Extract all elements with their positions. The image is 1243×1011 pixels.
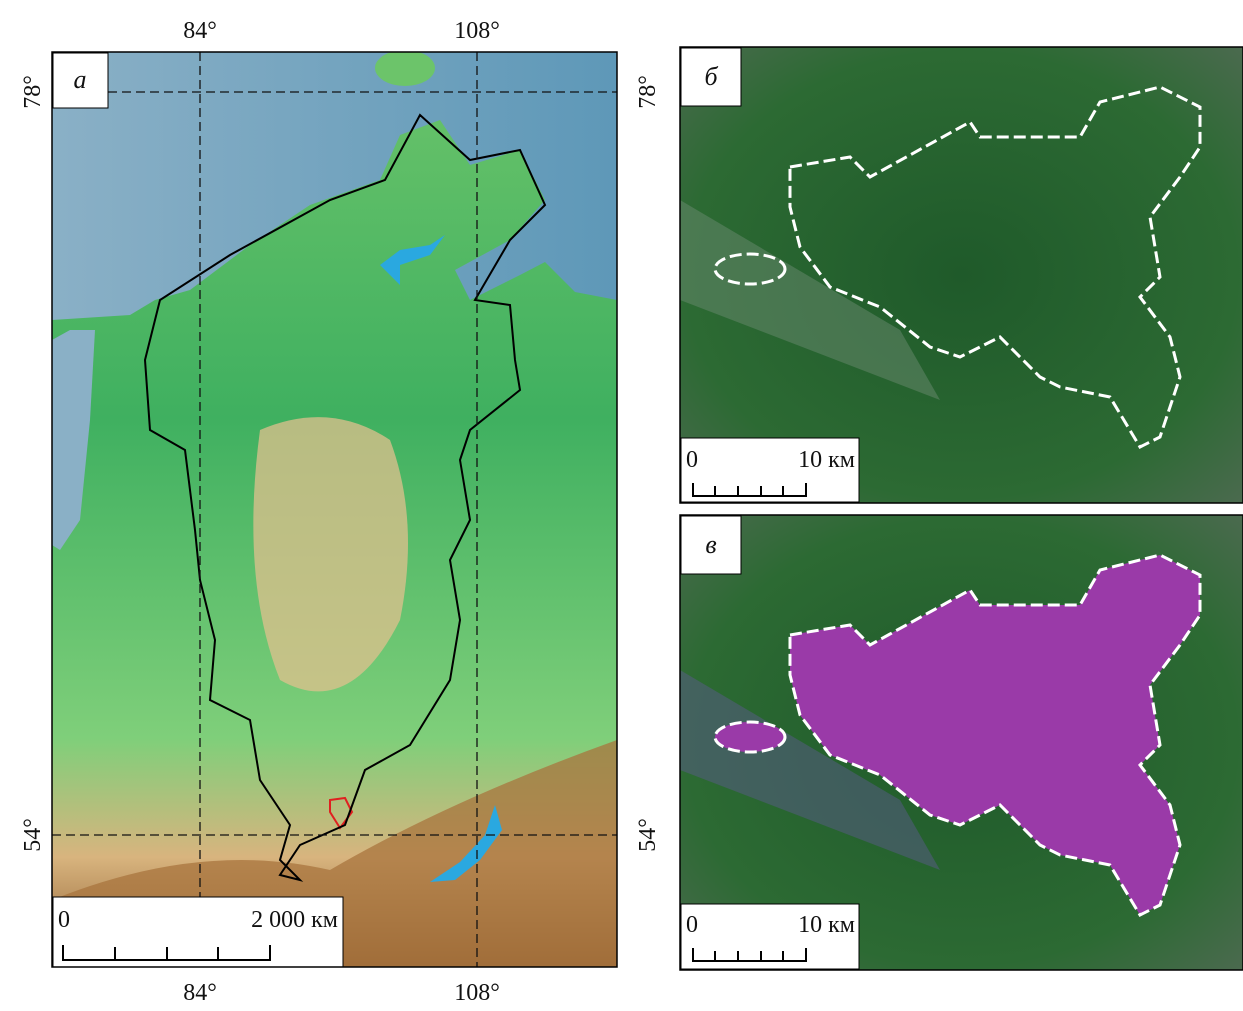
scale-end: 10 км [798,912,855,938]
lon-label: 84° [183,980,217,1006]
lat-label: 78° [20,75,46,109]
lon-label: 108° [454,18,500,44]
scale-start: 0 [58,907,70,933]
panel-b: б 0 10 км [680,47,1243,503]
lat-label: 54° [635,818,661,852]
island [375,50,435,86]
figure: а 0 2 000 км 84° 108° 84° 108° 78° 54° 7… [0,0,1243,1006]
panel-label: в [705,530,716,559]
lon-label: 84° [183,18,217,44]
panel-label: б [704,62,718,91]
lon-label: 108° [454,980,500,1006]
panel-c: в 0 10 км [680,515,1243,970]
lat-label: 78° [635,75,661,109]
lat-label: 54° [20,818,46,852]
map-a: а 0 2 000 км [52,50,617,967]
panel-label: а [74,65,87,94]
scale-start: 0 [686,912,698,938]
scale-start: 0 [686,447,698,473]
scale-end: 10 км [798,447,855,473]
scale-end: 2 000 км [251,907,338,933]
